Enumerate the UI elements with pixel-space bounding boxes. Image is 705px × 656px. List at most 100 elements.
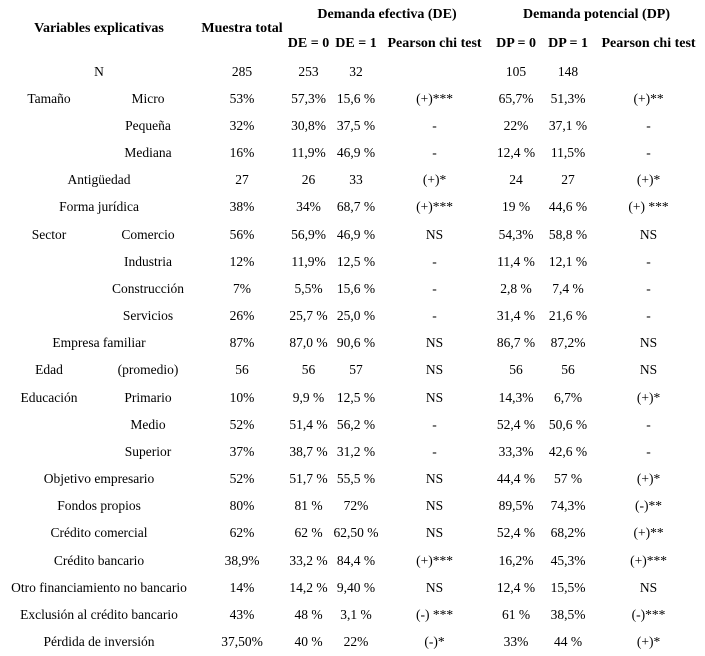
cell-value: 38,7 %: [289, 443, 328, 459]
cell-value: (-)*: [424, 634, 445, 650]
table-row: Exclusión al crédito bancario 43% 48 % 3,1 …: [0, 601, 705, 628]
cell-value: 65,7%: [498, 90, 534, 106]
cell-value: 37,5 %: [336, 117, 376, 133]
cell-value: 68,7 %: [336, 199, 376, 215]
table-row: Fondos propios 80% 81 % 72% NS 89,5% 74,3% (-)*…: [0, 493, 705, 520]
row-sub-label: Servicios: [122, 308, 174, 324]
cell-value: (+)**: [633, 90, 664, 106]
cell-value: 31,4 %: [496, 308, 536, 324]
cell-value: 62,50 %: [333, 525, 379, 541]
cell-value: 44,6 %: [548, 199, 588, 215]
cell-value: 43%: [229, 606, 255, 622]
cell-value: 30,8%: [291, 117, 326, 133]
cell-value: NS: [639, 335, 658, 351]
cell-value: 12,4 %: [496, 145, 536, 161]
cell-value: (+)***: [416, 552, 453, 568]
cell-value: 12,1 %: [548, 253, 588, 269]
table-row: Objetivo empresario 52% 51,7 % 55,5 % NS 44,4…: [0, 466, 705, 493]
cell-value: -: [432, 416, 437, 432]
cell-value: 16,2%: [498, 552, 534, 568]
cell-value: 46,9 %: [336, 226, 376, 242]
cell-value: 148: [557, 63, 579, 79]
table-body: N 285 253 32 105 148 Tamaño Micro 53% 57,3% 15,6 %…: [0, 58, 705, 656]
cell-value: -: [646, 117, 651, 133]
cell-value: 56,2 %: [336, 416, 376, 432]
cell-value: 9,40 %: [336, 579, 376, 595]
table-row: Crédito bancario 38,9% 33,2 % 84,4 % (+)*** 1…: [0, 547, 705, 574]
cell-value: 57,3%: [291, 90, 326, 106]
cell-value: 15,5%: [550, 579, 586, 595]
cell-value: (+)*: [636, 634, 661, 650]
table-row: Educación Primario 10% 9,9 % 12,5 % NS 14,3% 6,…: [0, 384, 705, 411]
cell-value: 38,9%: [224, 552, 260, 568]
cell-value: NS: [425, 471, 444, 487]
cell-value: -: [646, 280, 651, 296]
cell-value: 285: [231, 63, 253, 79]
cell-value: 12,5 %: [336, 389, 376, 405]
row-label: Crédito comercial: [50, 525, 148, 541]
cell-value: 34%: [296, 199, 321, 215]
cell-value: (+)***: [416, 90, 453, 106]
cell-value: 56: [509, 362, 523, 378]
cell-value: [381, 58, 488, 85]
cell-value: 33: [349, 172, 363, 188]
header-pearson-dp: Pearson chi test: [601, 35, 696, 51]
header-demanda-efectiva: Demanda efectiva (DE): [317, 6, 457, 22]
cell-value: (-)**: [635, 498, 663, 514]
cell-value: 37,1 %: [548, 117, 588, 133]
cell-value: 87,0 %: [289, 335, 328, 351]
table-row: Forma jurídica 38% 34% 68,7 % (+)*** 19 % 44,6…: [0, 194, 705, 221]
row-label: N: [94, 63, 104, 79]
cell-value: NS: [425, 579, 444, 595]
table-row: Edad (promedio) 56 56 57 NS 56 56 NS: [0, 357, 705, 384]
cell-value: 48 %: [294, 606, 323, 622]
row-group-label: [0, 438, 98, 465]
cell-value: -: [432, 280, 437, 296]
cell-value: -: [432, 443, 437, 459]
cell-value: NS: [425, 226, 444, 242]
row-label: Fondos propios: [57, 498, 141, 514]
header-row-groups: Variables explicativas Muestra total Dem…: [0, 0, 705, 36]
row-sub-label: Primario: [124, 389, 172, 405]
cell-value: 56,9%: [291, 226, 326, 242]
cell-value: -: [646, 145, 651, 161]
cell-value: 56: [561, 362, 575, 378]
header-de0: DE = 0: [287, 35, 330, 51]
row-group-label: Educación: [20, 389, 78, 405]
cell-value: 87,2%: [550, 335, 586, 351]
table-row: Construcción 7% 5,5% 15,6 % - 2,8 % 7,4 % -: [0, 275, 705, 302]
row-sub-label: (promedio): [117, 362, 179, 378]
table-row: Tamaño Micro 53% 57,3% 15,6 % (+)*** 65,7% 51,3…: [0, 85, 705, 112]
cell-value: 32: [349, 63, 363, 79]
cell-value: 12,5 %: [336, 253, 376, 269]
row-sub-label: Industria: [124, 253, 172, 269]
cell-value: 32%: [229, 117, 255, 133]
cell-value: 14,2 %: [289, 579, 328, 595]
table-row: Servicios 26% 25,7 % 25,0 % - 31,4 % 21,6 % -: [0, 303, 705, 330]
row-group-label: [0, 140, 98, 167]
cell-value: NS: [425, 335, 444, 351]
cell-value: 26%: [229, 308, 255, 324]
cell-value: 11,5%: [550, 145, 586, 161]
cell-value: 27: [561, 172, 575, 188]
cell-value: -: [646, 253, 651, 269]
cell-value: -: [646, 416, 651, 432]
cell-value: 16%: [229, 145, 255, 161]
cell-value: 22%: [343, 634, 369, 650]
cell-value: 81 %: [294, 498, 323, 514]
cell-value: 62 %: [294, 525, 323, 541]
table-row: Medio 52% 51,4 % 56,2 % - 52,4 % 50,6 % -: [0, 411, 705, 438]
cell-value: 37,50%: [221, 634, 263, 650]
cell-value: (+)*: [636, 172, 661, 188]
cell-value: 38,5%: [550, 606, 586, 622]
cell-value: 68,2%: [550, 525, 586, 541]
table-row: N 285 253 32 105 148: [0, 58, 705, 85]
cell-value: 7,4 %: [552, 280, 584, 296]
cell-value: NS: [639, 226, 658, 242]
row-label: Pérdida de inversión: [43, 634, 155, 650]
cell-value: NS: [425, 362, 444, 378]
cell-value: (-) ***: [415, 606, 454, 622]
cell-value: 22%: [503, 117, 529, 133]
cell-value: 105: [505, 63, 527, 79]
